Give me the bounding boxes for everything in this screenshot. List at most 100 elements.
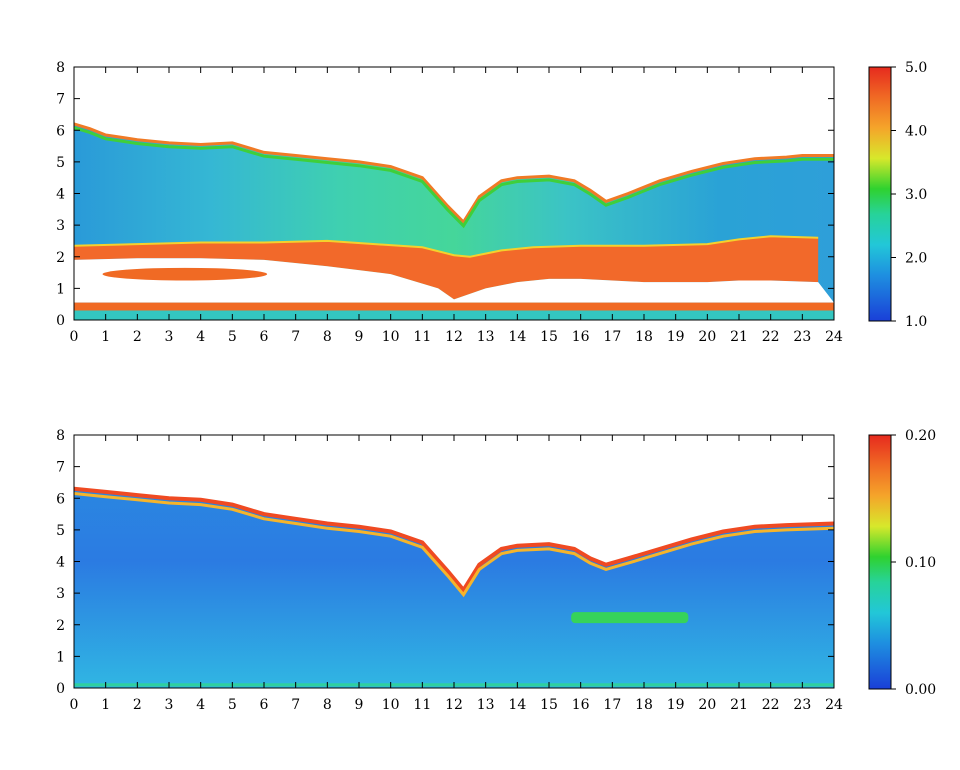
y-tick-label: 2 [56,618,65,634]
elevated-aerosol-patch [571,612,689,624]
x-tick-label: 1 [101,329,110,345]
x-tick-label: 4 [196,697,205,713]
colorbar-tick-label: 1.0 [905,314,927,330]
colorbar-tick-label: 2.0 [905,251,927,267]
aerosol-layer [74,236,819,300]
colorbar-tick-label: 0.20 [905,428,936,444]
clear-sky-region [74,435,834,590]
x-tick-label: 13 [477,329,495,345]
x-tick-label: 21 [730,329,748,345]
x-tick-label: 14 [508,329,526,345]
x-tick-label: 23 [793,329,811,345]
x-tick-label: 15 [540,329,558,345]
x-tick-label: 8 [323,329,332,345]
x-tick-label: 23 [793,697,811,713]
aerosol-lens [102,267,268,281]
y-axis: 0 1 2 3 4 5 6 7 8 [56,428,834,697]
x-tick-label: 11 [413,329,431,345]
y-tick-label: 4 [56,187,65,203]
x-tick-label: 11 [413,697,431,713]
x-tick-label: 19 [667,697,685,713]
x-tick-label: 10 [382,697,400,713]
x-tick-label: 10 [382,329,400,345]
x-tick-label: 18 [635,329,653,345]
x-tick-label: 12 [445,697,463,713]
cloud-top-inner [73,126,834,229]
x-tick-label: 24 [825,329,843,345]
y-tick-label: 5 [56,155,65,171]
x-tick-label: 17 [603,697,621,713]
x-tick-label: 9 [355,329,364,345]
x-tick-label: 19 [667,329,685,345]
surface-layer [74,302,834,311]
colorbar-tick-label: 5.0 [905,60,927,76]
colorbar-tick-label: 3.0 [905,187,927,203]
y-tick-label: 7 [56,460,65,476]
x-tick-label: 20 [698,329,716,345]
aerosol-layer-top [73,235,819,258]
colorbar-gradient [868,434,892,690]
x-tick-label: 6 [260,329,269,345]
x-tick-label: 22 [762,697,780,713]
x-tick-label: 16 [572,329,590,345]
y-tick-label: 4 [56,555,65,571]
plot-area [73,434,835,689]
x-tick-label: 1 [101,697,110,713]
x-tick-label: 12 [445,329,463,345]
y-tick-label: 1 [56,281,65,297]
x-tick-label: 17 [603,329,621,345]
y-tick-label: 8 [56,428,65,444]
x-tick-label: 18 [635,697,653,713]
colorbar-tick-label: 4.0 [905,124,927,140]
x-tick-label: 6 [260,697,269,713]
clear-lower-region [74,258,834,303]
colorbar: 1.0 2.0 3.0 4.0 5.0 [868,60,927,330]
y-axis: 0 1 2 3 4 5 6 7 8 [56,60,834,329]
colorbar-gradient [868,66,892,322]
plot-area [73,66,835,321]
x-tick-label: 15 [540,697,558,713]
colorbar-tick-label: 0.10 [905,555,936,571]
x-axis: 0 1 2 3 4 5 6 7 8 9 10 11 12 13 14 15 16 17 18 19 20 21 22 23 24 [70,435,843,713]
clear-sky-region [74,67,834,222]
cloud-top-edge [73,122,834,225]
panel-depolarization-ratio: 0 1 2 3 4 5 6 7 8 9 10 11 12 13 14 15 16 17 18 19 20 21 22 23 24… [56,428,936,713]
x-axis: 0 1 2 3 4 5 6 7 8 9 10 11 12 13 14 15 16 17 18 19 20 21 22 23 24 [70,67,843,345]
x-tick-label: 9 [355,697,364,713]
x-tick-label: 22 [762,329,780,345]
y-tick-label: 6 [56,491,65,507]
y-tick-label: 3 [56,586,65,602]
y-tick-label: 8 [56,60,65,76]
panel-scattering-ratio: 0 1 2 3 4 5 6 7 8 9 10 11 12 13 14 15 16 17 18 19 20 21 22 23 24… [56,60,927,345]
x-tick-label: 3 [165,329,174,345]
colorbar-tick-label: 0.00 [905,682,936,698]
x-tick-label: 5 [228,697,237,713]
x-tick-label: 4 [196,329,205,345]
x-tick-label: 3 [165,697,174,713]
y-tick-label: 5 [56,523,65,539]
y-tick-label: 3 [56,218,65,234]
cloud-base-inner [73,492,835,598]
cloud-base-edge [73,486,835,594]
y-tick-label: 7 [56,92,65,108]
x-tick-label: 5 [228,329,237,345]
x-tick-label: 2 [133,697,142,713]
x-tick-label: 14 [508,697,526,713]
x-tick-label: 7 [291,329,300,345]
x-tick-label: 24 [825,697,843,713]
x-tick-label: 2 [133,329,142,345]
x-tick-label: 16 [572,697,590,713]
x-tick-label: 21 [730,697,748,713]
x-tick-label: 8 [323,697,332,713]
y-tick-label: 0 [56,313,65,329]
x-tick-label: 0 [70,329,79,345]
y-tick-label: 0 [56,681,65,697]
x-tick-label: 0 [70,697,79,713]
y-tick-label: 6 [56,123,65,139]
y-tick-label: 1 [56,649,65,665]
x-tick-label: 7 [291,697,300,713]
x-tick-label: 20 [698,697,716,713]
x-tick-label: 13 [477,697,495,713]
colorbar: 0.00 0.10 0.20 [868,428,936,698]
